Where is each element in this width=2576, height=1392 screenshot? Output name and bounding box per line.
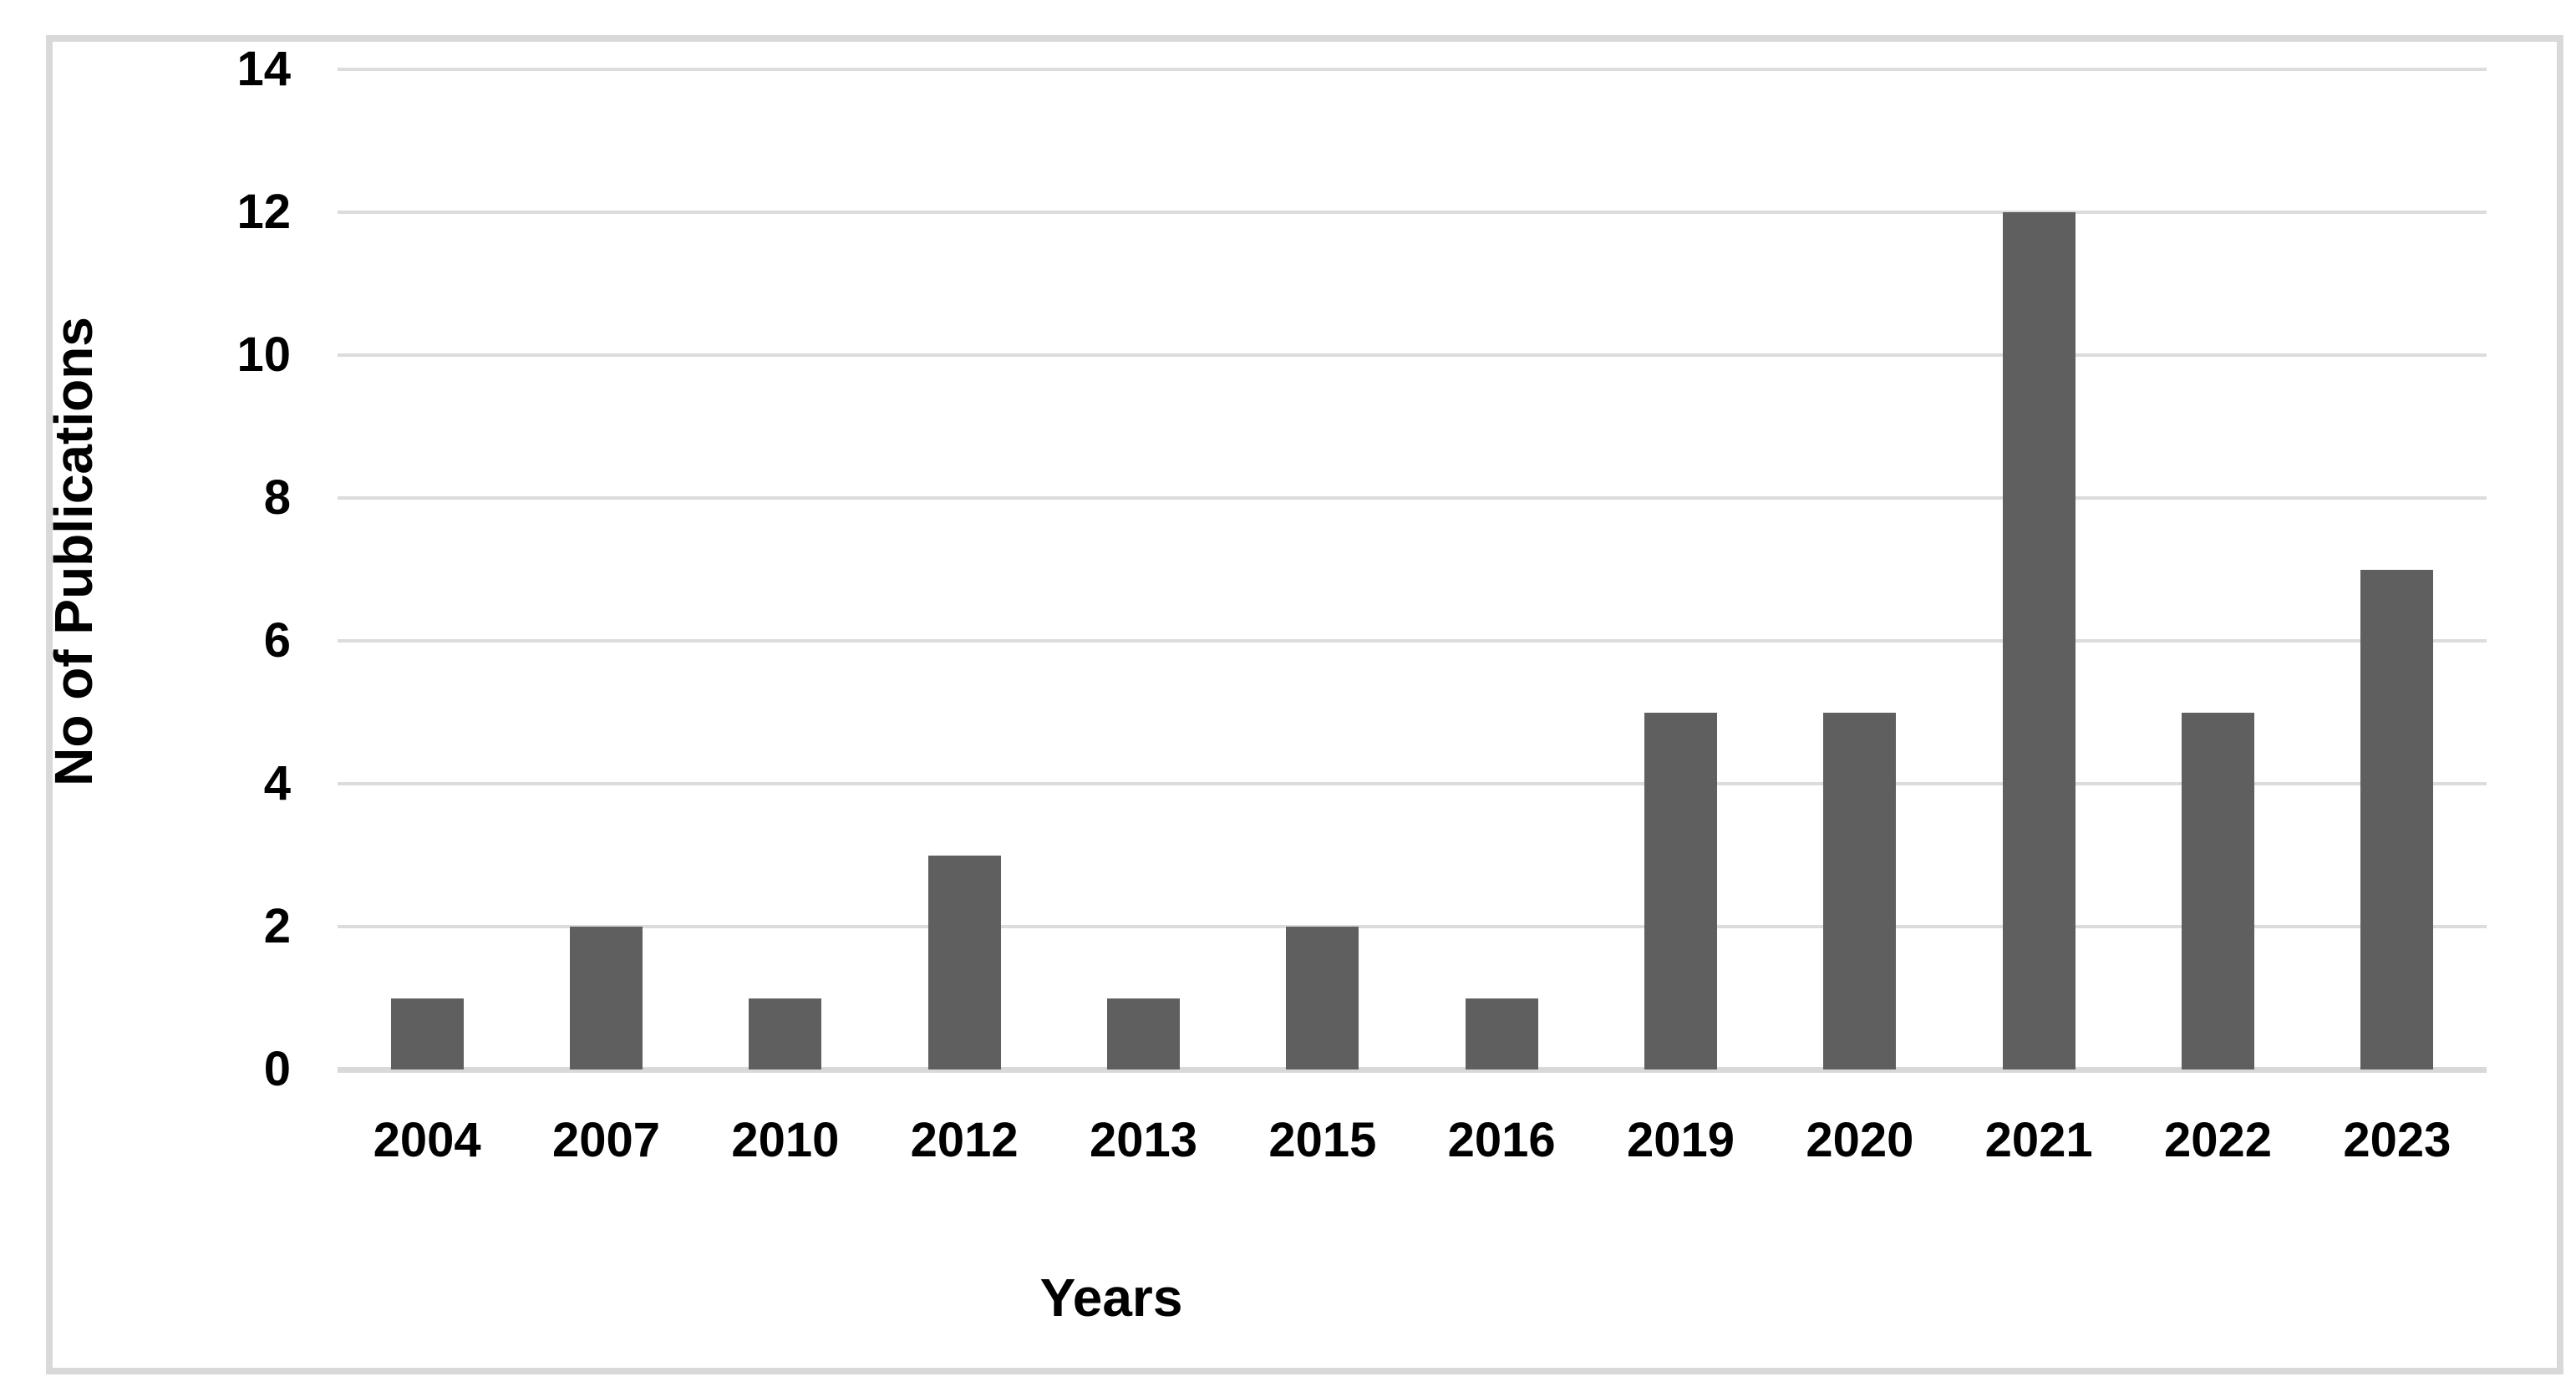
gridline-2 [338, 925, 2487, 928]
y-tick-label-0: 0 [263, 1042, 291, 1096]
x-axis-title: Years [1039, 1268, 1183, 1328]
x-tick-label-2022: 2022 [2163, 1113, 2273, 1167]
x-tick-label-2016: 2016 [1447, 1113, 1556, 1167]
gridline-8 [338, 496, 2487, 500]
x-tick-label-2007: 2007 [551, 1113, 661, 1167]
bar-2004 [390, 998, 464, 1069]
x-axis-line [338, 1067, 2487, 1073]
bar-2022 [2182, 712, 2254, 1069]
y-tick-label-14: 14 [236, 42, 291, 96]
bar-2015 [1286, 927, 1359, 1069]
y-tick-label-8: 8 [263, 470, 291, 525]
y-tick-label-2: 2 [263, 899, 291, 953]
gridline-4 [338, 782, 2487, 785]
x-tick-label-2004: 2004 [373, 1113, 481, 1167]
bar-2021 [2002, 212, 2076, 1069]
y-tick-label-12: 12 [236, 185, 291, 239]
bar-2013 [1107, 998, 1180, 1069]
chart-border [46, 35, 2563, 1374]
gridline-6 [338, 639, 2487, 643]
bar-2012 [927, 855, 1001, 1069]
x-tick-label-2015: 2015 [1268, 1113, 1377, 1167]
y-tick-label-4: 4 [263, 756, 291, 810]
x-tick-label-2023: 2023 [2343, 1113, 2452, 1167]
x-tick-label-2019: 2019 [1626, 1113, 1735, 1167]
x-tick-label-2012: 2012 [910, 1113, 1019, 1167]
x-tick-label-2020: 2020 [1806, 1113, 1914, 1167]
bar-2016 [1465, 998, 1538, 1069]
gridline-12 [338, 211, 2487, 214]
bar-2020 [1823, 712, 1897, 1069]
y-tick-label-10: 10 [236, 328, 291, 382]
bar-2019 [1644, 712, 1717, 1069]
y-axis-title: No of Publications [43, 317, 104, 786]
x-tick-label-2010: 2010 [731, 1113, 840, 1167]
x-tick-label-2013: 2013 [1089, 1113, 1198, 1167]
gridline-14 [338, 68, 2487, 71]
bar-2010 [749, 998, 822, 1069]
x-tick-label-2021: 2021 [1984, 1113, 2093, 1167]
bar-2007 [570, 927, 643, 1069]
gridline-10 [338, 353, 2487, 357]
bar-2023 [2360, 569, 2434, 1069]
y-tick-label-6: 6 [263, 613, 291, 668]
